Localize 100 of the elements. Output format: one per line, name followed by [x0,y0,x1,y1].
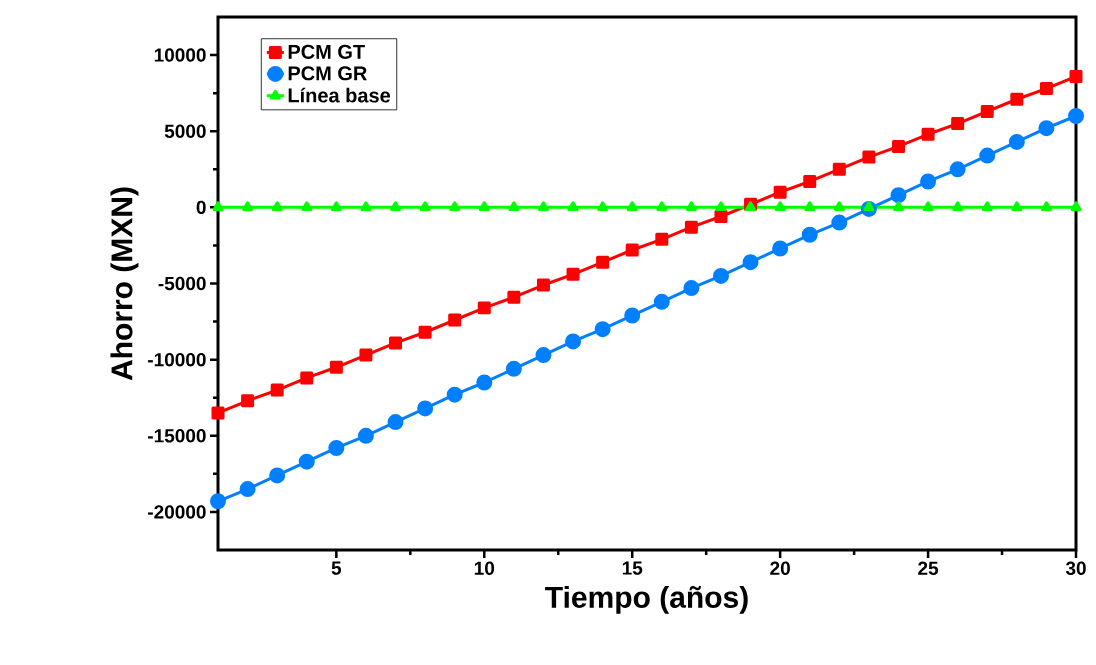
point [565,333,582,350]
point [1039,82,1053,96]
point [597,201,609,212]
x-tick-label: 5 [331,561,342,575]
point [715,201,727,212]
point [1068,107,1085,124]
y-tick-label: -5000 [158,276,206,291]
y-tick-label: 10000 [154,48,206,62]
point [980,104,994,118]
point [949,161,966,178]
point [566,267,580,281]
point [211,406,225,420]
point [1011,201,1023,212]
point [390,201,401,212]
point [952,201,964,212]
point [774,201,786,212]
point [300,371,314,385]
point [624,307,641,324]
point [357,427,374,444]
point [1008,133,1025,150]
y-axis-title: Ahorro (MXN) [110,187,139,381]
point [478,201,490,212]
point [449,201,461,212]
point [803,174,817,188]
point [951,117,965,131]
point [1070,201,1082,212]
point [656,201,668,212]
point [476,374,493,391]
point [684,220,698,234]
point [269,467,286,484]
point [417,400,434,417]
point [801,226,818,243]
point [745,201,756,212]
point [712,267,729,284]
point [359,348,373,362]
y-tick-label: 0 [196,200,206,215]
point [863,201,875,212]
point [389,336,403,350]
point [418,325,432,339]
x-tick-label: 20 [770,561,790,575]
x-tick-label: 10 [474,561,495,575]
point [831,214,848,231]
point [328,439,345,456]
point [446,386,463,403]
point [655,232,669,246]
point [536,278,550,292]
y-tick-label: -10000 [148,352,206,367]
point [448,313,462,327]
point [242,201,253,212]
point [891,139,905,153]
point [387,414,404,431]
point [890,187,907,204]
point [477,301,491,315]
point [212,201,224,212]
point [979,147,996,164]
point [773,185,787,199]
point [419,201,431,212]
point [270,383,284,397]
legend-label: PCM GT [288,44,365,59]
point [833,201,845,212]
point [507,290,521,304]
point [241,394,255,408]
point [508,201,520,212]
point [921,127,935,141]
legend-label: PCM GR [288,66,367,81]
point [596,255,610,269]
point [329,360,343,374]
point [538,201,549,212]
point [920,173,937,190]
point [360,201,372,212]
point [683,280,700,297]
point [535,347,552,364]
point [1041,201,1052,212]
point [862,150,876,164]
point [832,162,846,176]
point [298,453,315,470]
x-tick-label: 15 [622,561,643,575]
point [922,201,934,212]
point [742,254,759,271]
point [210,493,226,510]
point [567,201,579,212]
y-tick-label: -15000 [148,429,206,443]
point [1069,69,1083,83]
point [804,201,816,212]
point [893,201,904,212]
point [685,201,697,212]
legend-label: Línea base [288,87,391,103]
point [1010,92,1024,106]
point [330,201,342,212]
x-tick-label: 30 [1065,561,1086,576]
point [594,321,611,338]
point [626,201,638,212]
point [301,201,313,212]
x-tick-label: 25 [918,561,939,575]
point [772,240,789,257]
point [714,210,728,223]
point [981,201,993,212]
point [1038,120,1055,137]
point [505,360,522,377]
x-axis-title: Tiempo (años) [545,585,748,614]
